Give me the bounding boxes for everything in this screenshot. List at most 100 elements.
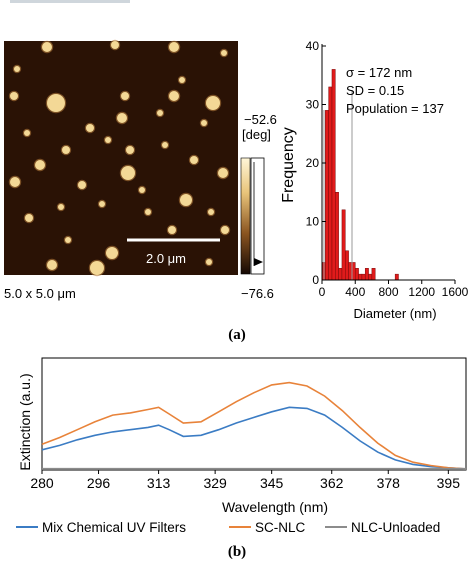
afm-particle — [139, 187, 145, 193]
afm-particle — [190, 156, 198, 164]
afm-particle — [86, 124, 94, 132]
legend-label-mix: Mix Chemical UV Filters — [42, 520, 186, 535]
series-line-mix — [41, 406, 467, 470]
afm-particle — [208, 209, 214, 215]
colorbar-max-label: −52.6 — [244, 112, 277, 127]
histogram-bar — [335, 192, 339, 281]
afm-particle — [169, 42, 179, 52]
spectrum-frame — [41, 357, 467, 471]
hist-y-tick-label: 10 — [306, 215, 320, 229]
spectrum-lines — [41, 381, 467, 470]
histogram-bar — [328, 86, 333, 281]
histogram-bar — [364, 268, 369, 281]
histogram-bar — [341, 209, 346, 281]
afm-particle — [105, 137, 111, 143]
afm-particle — [179, 77, 185, 83]
afm-particle — [201, 120, 207, 126]
panel-b-label: (b) — [228, 544, 246, 560]
histogram-bar — [345, 250, 349, 281]
histogram-bar — [325, 110, 329, 281]
spectrum-xlabel: Wavelength (nm) — [222, 499, 328, 515]
spectrum-x-tick-label: 378 — [377, 475, 401, 491]
hist-x-tick-label: 1600 — [442, 285, 469, 299]
afm-particle — [65, 237, 71, 243]
spectrum-x-tick-label: 362 — [320, 475, 344, 491]
afm-particle — [99, 201, 105, 207]
spectrum-axes: 280 296 313 329 345 362 378 395 — [30, 357, 467, 491]
afm-particle — [47, 260, 57, 270]
stat-sd: SD = 0.15 — [346, 83, 404, 98]
colorbar-histogram — [250, 157, 265, 275]
hist-xlabel: Diameter (nm) — [353, 306, 436, 321]
hist-y-tick-label: 0 — [312, 273, 319, 287]
spectrum-x-tick-label: 280 — [30, 475, 54, 491]
hist-x-tick-label: 0 — [319, 285, 326, 299]
hist-x-tick-label: 400 — [345, 285, 365, 299]
colorbar-unit-label: [deg] — [242, 127, 271, 142]
hist-x-tick-label: 1200 — [408, 285, 435, 299]
afm-particle — [168, 226, 176, 234]
histogram-bar — [394, 273, 399, 281]
afm-particle — [58, 204, 64, 210]
afm-particle — [162, 142, 168, 148]
histogram-bar — [361, 273, 366, 281]
colorbar — [240, 157, 251, 275]
hist-ylabel: Frequency — [280, 127, 297, 203]
afm-particle — [218, 168, 228, 178]
afm-particle — [221, 226, 229, 234]
series-line-scnlc — [41, 381, 467, 470]
hist-x-tick-label: 800 — [378, 285, 398, 299]
afm-particle — [206, 96, 220, 110]
afm-particle — [169, 91, 179, 101]
afm-particle — [35, 160, 45, 170]
afm-particle — [10, 177, 20, 187]
histogram-bar — [331, 69, 336, 281]
afm-particle — [111, 41, 119, 49]
spectrum-x-tick-label: 395 — [437, 475, 461, 491]
afm-particle — [42, 42, 52, 52]
legend-label-scnlc: SC-NLC — [255, 520, 306, 535]
histogram-bar — [348, 262, 353, 281]
hist-y-tick-label: 20 — [306, 156, 320, 170]
spectrum-x-tick-label: 313 — [147, 475, 171, 491]
afm-image — [4, 41, 238, 275]
afm-particles — [8, 39, 231, 277]
afm-particle — [180, 194, 192, 206]
panel-a-label: (a) — [228, 327, 246, 343]
colorbar-min-label: −76.6 — [241, 286, 274, 301]
histogram-bar — [358, 273, 363, 281]
spectrum-x-tick-label: 296 — [87, 475, 111, 491]
afm-particle — [106, 247, 118, 259]
afm-particle — [126, 146, 134, 154]
afm-particle — [62, 146, 70, 154]
histogram-bar — [371, 268, 376, 281]
afm-particle — [14, 66, 20, 72]
scale-bar-label: 2.0 μm — [146, 251, 186, 266]
spectrum-x-tick-label: 345 — [260, 475, 284, 491]
afm-particle — [24, 130, 30, 136]
afm-particle — [145, 209, 151, 215]
spectrum-legend: Mix Chemical UV Filters SC-NLC NLC-Unloa… — [16, 520, 440, 535]
image-size-label: 5.0 x 5.0 μm — [4, 286, 76, 301]
histogram-bar — [368, 273, 373, 281]
spectrum-ylabel: Extinction (a.u.) — [17, 373, 33, 470]
afm-particle — [221, 50, 227, 56]
afm-particle — [78, 181, 86, 189]
stat-sigma: σ = 172 nm — [346, 65, 412, 80]
stat-population: Population = 137 — [346, 101, 444, 116]
cropped-caption-remnant — [10, 0, 130, 3]
afm-particle — [157, 110, 163, 116]
legend-label-nlc: NLC-Unloaded — [351, 520, 440, 535]
afm-particle — [117, 113, 127, 123]
afm-particle — [206, 259, 212, 265]
spectrum-x-tick-label: 329 — [203, 475, 227, 491]
spectrum-panel: 280 296 313 329 345 362 378 395 Wavelength (nm)… — [17, 357, 467, 515]
afm-particle — [47, 94, 65, 112]
hist-y-tick-label: 30 — [306, 98, 320, 112]
afm-particle — [90, 261, 104, 275]
afm-particle — [121, 92, 129, 100]
histogram-bar — [338, 268, 343, 281]
